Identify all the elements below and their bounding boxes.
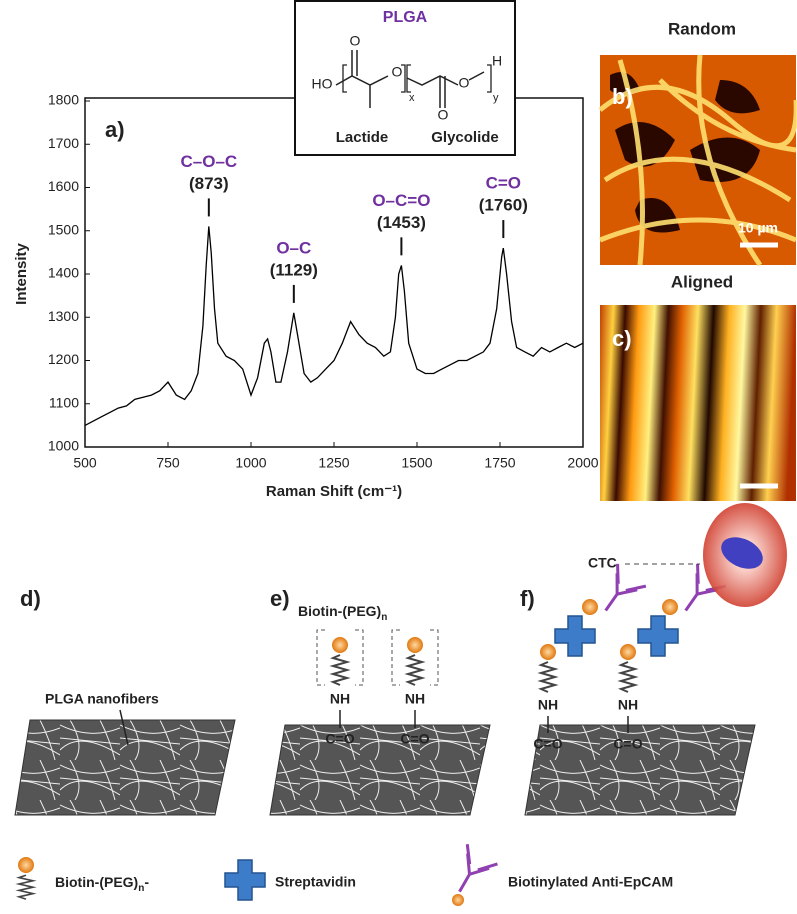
label-sub: n xyxy=(138,883,144,894)
annotation-label: (873) xyxy=(189,174,229,193)
cell-label: CTC xyxy=(588,555,617,571)
index: x xyxy=(409,92,415,104)
group-label: C=O xyxy=(400,731,429,747)
biotin xyxy=(662,599,678,615)
legend-biotin xyxy=(452,894,464,906)
annotation-label: (1129) xyxy=(270,260,318,279)
group-label: NH xyxy=(405,691,425,707)
x-tick-label: 1250 xyxy=(318,455,349,471)
group-label: NH xyxy=(330,691,350,707)
substrate xyxy=(269,724,491,816)
atom: O xyxy=(392,64,403,80)
image-tag: c) xyxy=(612,326,632,351)
atom: O xyxy=(438,107,449,123)
atom: O xyxy=(350,33,361,49)
y-axis-label: Intensity xyxy=(13,243,30,305)
substrate xyxy=(524,724,756,816)
structure-inset: PLGA HO O O O O H x y Lactide Glycolide xyxy=(294,0,516,156)
y-tick-label: 1500 xyxy=(48,221,79,237)
x-tick-label: 750 xyxy=(156,455,180,471)
annotation-label: (1453) xyxy=(377,213,426,232)
x-tick-label: 2000 xyxy=(567,455,598,471)
panel-tag: e) xyxy=(270,586,290,611)
image-title: Random xyxy=(668,19,736,38)
panel-tag: f) xyxy=(520,586,535,611)
raman-chart: 1000 1100 1200 1300 1400 1500 1600 1700 1800 500 7… xyxy=(13,92,599,500)
unit-label: Lactide xyxy=(336,129,389,146)
biotin xyxy=(540,644,556,660)
group-label: NH xyxy=(618,697,638,713)
y-tick-label: 1600 xyxy=(48,178,79,194)
substrate-label: PLGA nanofibers xyxy=(45,691,159,707)
group-label: NH xyxy=(538,697,558,713)
annotation-group: O–C=O xyxy=(372,191,430,210)
image xyxy=(600,305,796,501)
label-sub: n xyxy=(381,612,387,623)
legend: Biotin-(PEG)n- Streptavidin Biotinylated… xyxy=(18,842,673,906)
brackets xyxy=(342,64,492,93)
panel-tag: a) xyxy=(105,117,125,142)
image-title: Aligned xyxy=(671,272,733,291)
biotin xyxy=(407,637,423,653)
legend-label: Biotin-(PEG)n- xyxy=(55,874,149,894)
panel-tag: d) xyxy=(20,586,41,611)
legend-label: Streptavidin xyxy=(275,874,356,890)
group-label: C=O xyxy=(325,731,354,747)
x-tick-label: 1500 xyxy=(401,455,432,471)
label-text: Biotin-(PEG) xyxy=(298,603,381,619)
y-tick-label: 1000 xyxy=(48,438,79,454)
group-label: C=O xyxy=(613,736,642,752)
x-tick-label: 500 xyxy=(73,455,97,471)
biotin xyxy=(620,644,636,660)
bracket xyxy=(316,629,439,686)
pointer xyxy=(119,709,129,746)
atom: H xyxy=(492,53,502,69)
structure-bonds xyxy=(335,50,485,108)
annotation-group: C=O xyxy=(486,174,521,193)
y-tick-label: 1400 xyxy=(48,265,79,281)
unit-label: Glycolide xyxy=(431,129,499,146)
legend-biotin xyxy=(18,857,34,873)
aligned-image: Aligned c) xyxy=(600,272,796,501)
x-axis-label: Raman Shift (cm⁻¹) xyxy=(266,483,402,500)
nucleus xyxy=(721,537,763,569)
image-fibers xyxy=(598,54,797,267)
atom: O xyxy=(459,75,470,91)
y-tick-label: 1300 xyxy=(48,308,79,324)
index: y xyxy=(493,92,499,104)
legend-label: Biotinylated Anti-EpCAM xyxy=(508,874,673,890)
substrate xyxy=(14,719,236,816)
label-suffix: - xyxy=(144,874,149,890)
y-tick-label: 1800 xyxy=(48,92,79,108)
x-tick-label: 1750 xyxy=(484,455,515,471)
y-tick-label: 1700 xyxy=(48,135,79,151)
biotin xyxy=(332,637,348,653)
scale-label: 10 µm xyxy=(738,220,778,236)
biotin-label: Biotin-(PEG)n xyxy=(298,603,387,623)
atom: HO xyxy=(312,76,333,92)
random-image: Random b) 10 µm xyxy=(598,19,797,267)
structure-title: PLGA xyxy=(383,9,428,26)
y-tick-label: 1200 xyxy=(48,351,79,367)
label-text: Biotin-(PEG) xyxy=(55,874,138,890)
group-label: C=O xyxy=(533,736,562,752)
annotation-group: C–O–C xyxy=(180,152,237,171)
image-tag: b) xyxy=(612,84,633,109)
x-tick-label: 1000 xyxy=(235,455,266,471)
y-tick-label: 1100 xyxy=(49,394,79,410)
annotation-label: (1760) xyxy=(479,196,528,215)
spectrum xyxy=(84,226,584,426)
annotation-group: O–C xyxy=(276,238,311,257)
scheme: d) e) f) PLGA nanofibers Biotin-(PEG)n N… xyxy=(14,503,787,816)
biotin xyxy=(582,599,598,615)
